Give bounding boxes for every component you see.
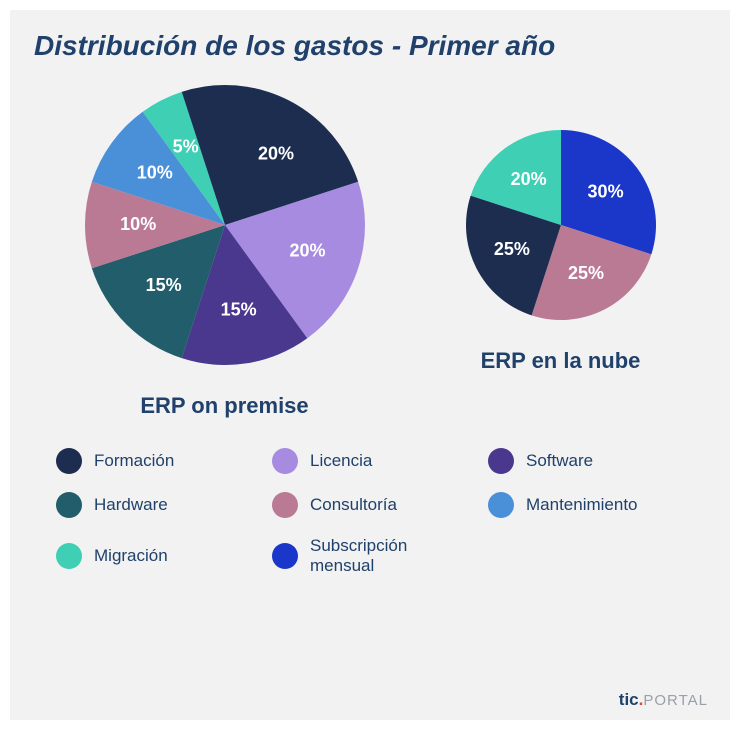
legend-label: Formación	[94, 451, 174, 471]
legend-item: Hardware	[56, 492, 252, 518]
page-title: Distribución de los gastos - Primer año	[34, 30, 706, 62]
legend-item: Software	[488, 448, 684, 474]
footer-portal: PORTAL	[643, 692, 708, 709]
legend-label: Migración	[94, 546, 168, 566]
slice-label-subscripcion: 30%	[587, 181, 623, 201]
legend-swatch	[272, 492, 298, 518]
legend-item: Mantenimiento	[488, 492, 684, 518]
legend-swatch	[56, 543, 82, 569]
legend-label: Licencia	[310, 451, 372, 471]
legend-label: Consultoría	[310, 495, 397, 515]
slice-label-consultoria: 10%	[120, 214, 156, 234]
legend-label: Hardware	[94, 495, 168, 515]
slice-label-software: 15%	[220, 299, 256, 319]
chart-card: Distribución de los gastos - Primer año …	[10, 10, 730, 720]
pie-chart-on-premise: 20%20%15%15%10%10%5%	[85, 85, 365, 365]
legend: Formación Licencia Software Hardware Consult…	[34, 432, 706, 576]
slice-label-consultoria: 25%	[567, 263, 603, 283]
slice-label-licencia: 20%	[289, 241, 325, 261]
slice-label-migracion: 20%	[510, 169, 546, 189]
pie-cloud: 30% 25% 25% 20% ERP en la nube	[466, 130, 656, 374]
slice-label-formacion: 25%	[493, 239, 529, 259]
legend-item: Formación	[56, 448, 252, 474]
legend-label: Subscripción mensual	[310, 536, 468, 576]
charts-row: 20%20%15%15%10%10%5% ERP on premise 30%2…	[34, 82, 706, 422]
pie-label-on-premise: ERP on premise	[140, 393, 308, 419]
slice-label-mantenimiento: 10%	[136, 163, 172, 183]
legend-swatch	[272, 543, 298, 569]
pie-chart-cloud: 30% 25% 25% 20%	[466, 130, 656, 320]
footer-brand: tic.PORTAL	[619, 690, 708, 710]
legend-swatch	[488, 448, 514, 474]
pie-label-cloud: ERP en la nube	[481, 348, 641, 374]
slice-label-hardware: 15%	[145, 275, 181, 295]
slice-label-migracion: 5%	[172, 136, 198, 156]
pie-on-premise: 20%20%15%15%10%10%5% ERP on premise	[85, 85, 365, 419]
legend-label: Mantenimiento	[526, 495, 638, 515]
legend-item: Consultoría	[272, 492, 468, 518]
legend-swatch	[488, 492, 514, 518]
legend-item: Subscripción mensual	[272, 536, 468, 576]
footer-tic: tic	[619, 690, 639, 709]
legend-item: Licencia	[272, 448, 468, 474]
legend-swatch	[272, 448, 298, 474]
legend-label: Software	[526, 451, 593, 471]
legend-item: Migración	[56, 536, 252, 576]
slice-label-formacion: 20%	[258, 144, 294, 164]
legend-swatch	[56, 448, 82, 474]
legend-swatch	[56, 492, 82, 518]
